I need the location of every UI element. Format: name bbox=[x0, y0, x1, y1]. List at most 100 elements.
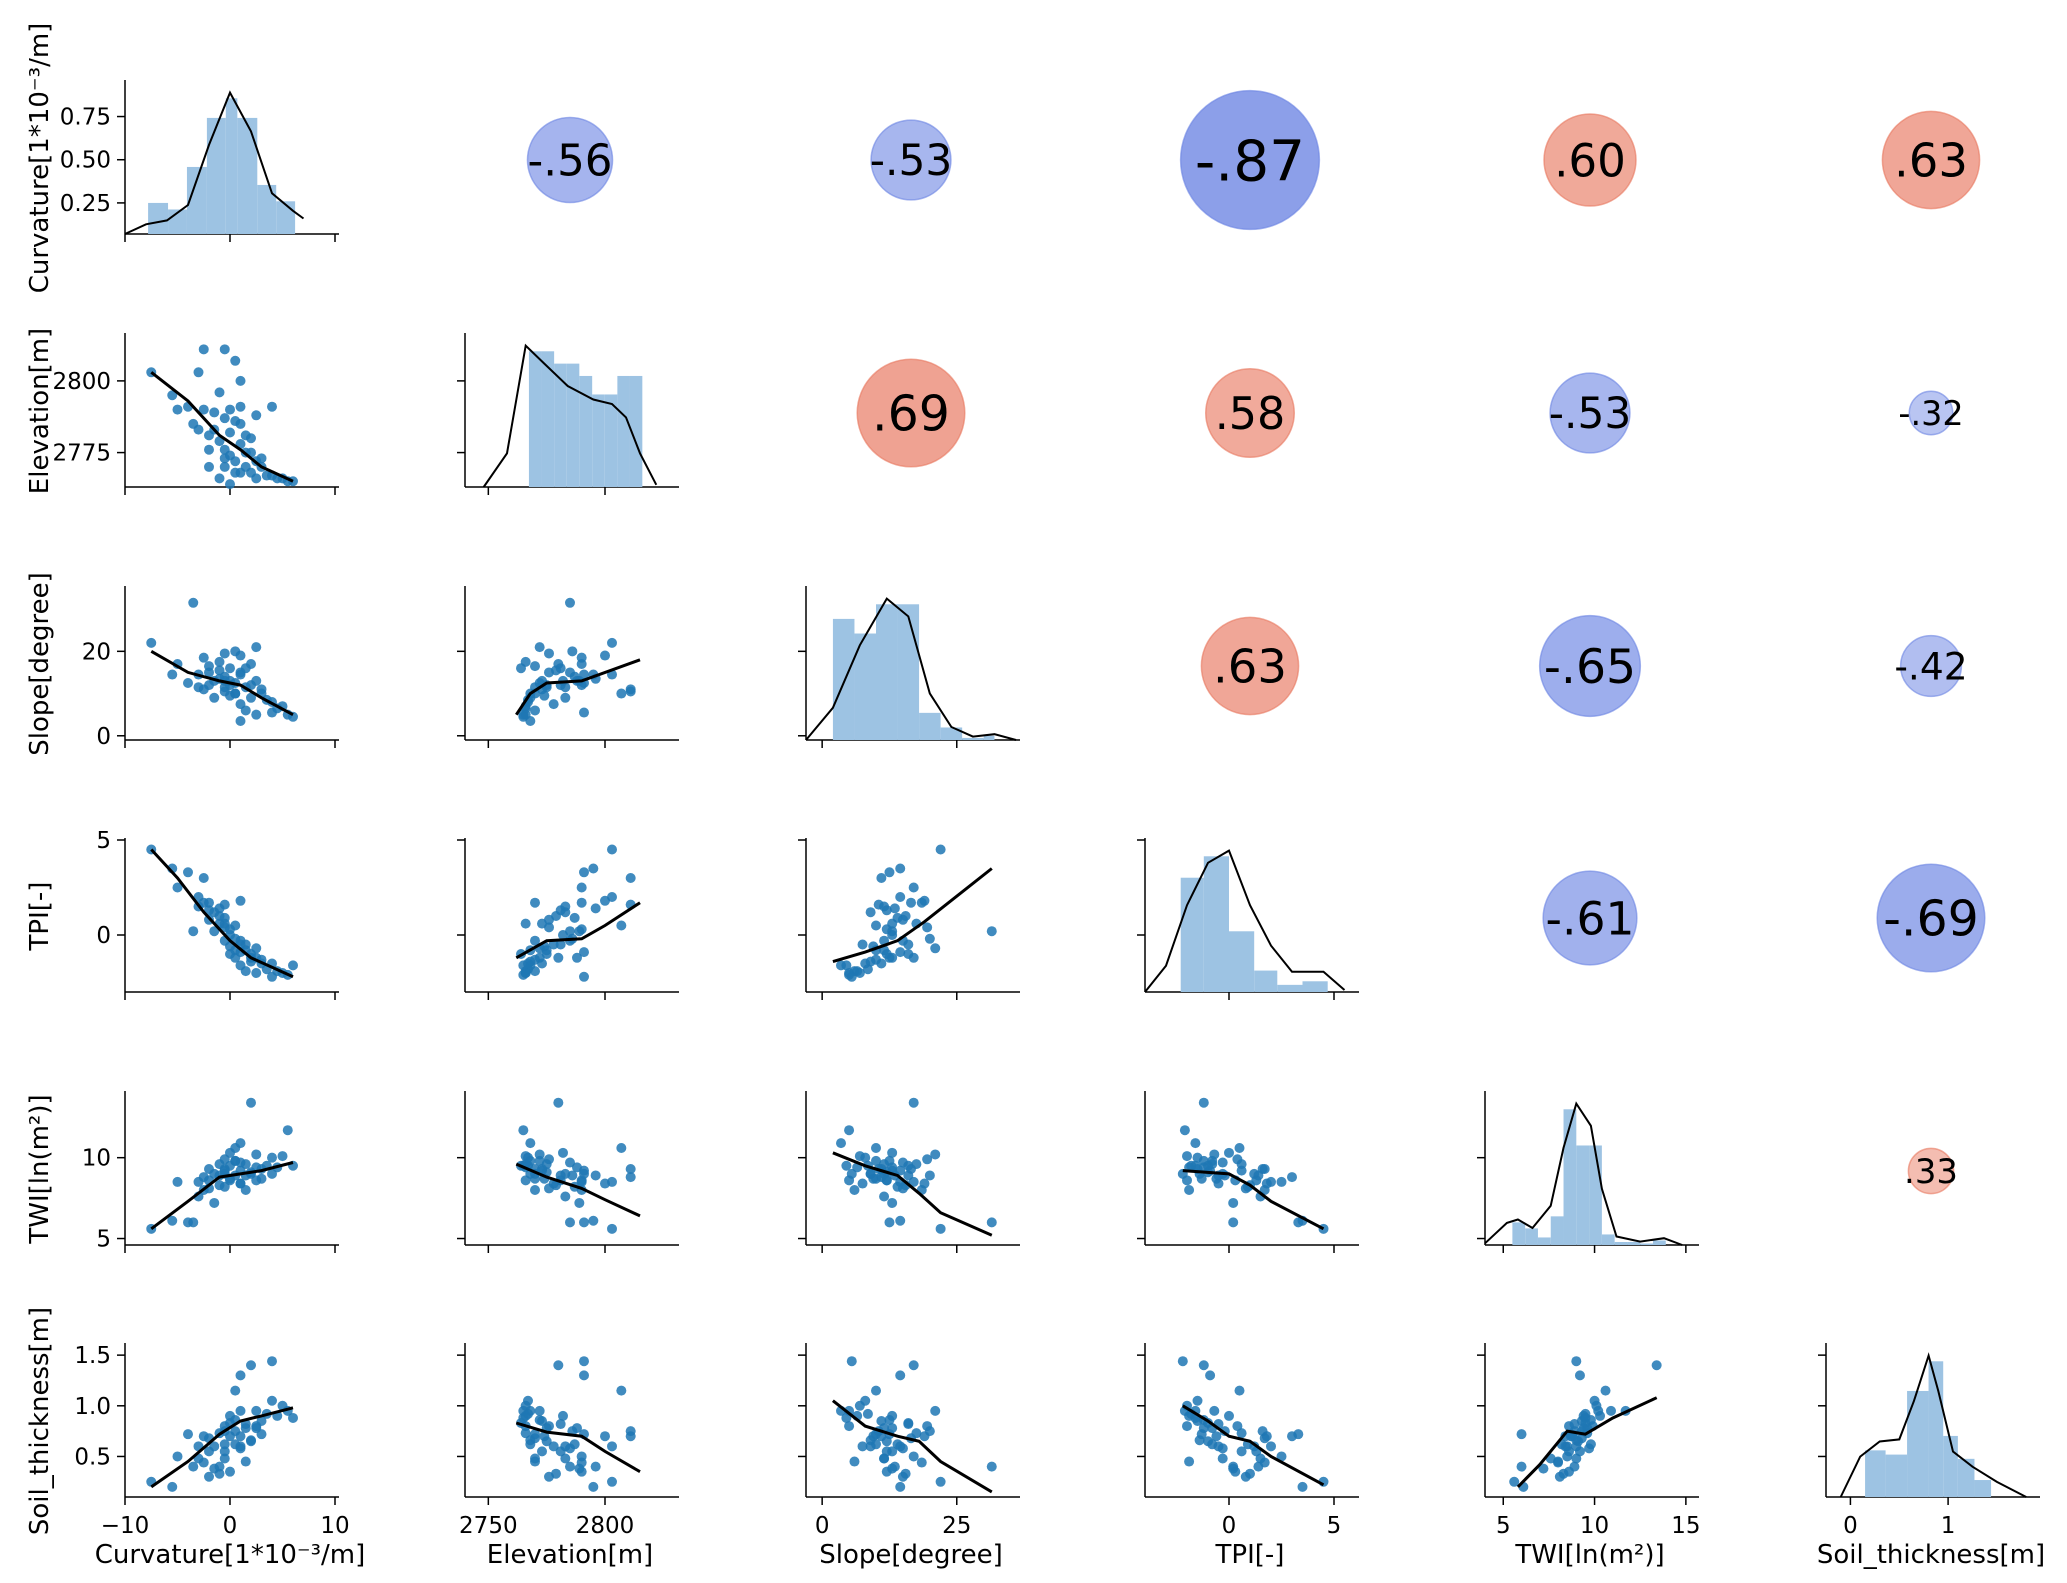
scatter-point bbox=[1236, 1165, 1247, 1176]
x-tick-label: 10 bbox=[1580, 1513, 1609, 1539]
scatter-point bbox=[1606, 1405, 1616, 1416]
y-axis-label-tpi: TPI[-] bbox=[25, 882, 55, 952]
scatter-point bbox=[214, 1468, 225, 1479]
x-tick-label: 2800 bbox=[576, 1513, 635, 1539]
scatter-point bbox=[188, 1217, 199, 1228]
scatter-point bbox=[908, 952, 919, 963]
scatter-point bbox=[607, 1441, 617, 1452]
scatter-point bbox=[590, 1170, 601, 1181]
scatter-point bbox=[849, 1456, 860, 1467]
y-tick-label: 0.75 bbox=[60, 105, 111, 131]
histogram-bar bbox=[1614, 1241, 1628, 1245]
correlation-label: -.65 bbox=[1544, 640, 1636, 695]
scatter-point bbox=[240, 1456, 251, 1467]
scatter-point bbox=[204, 667, 214, 678]
scatter-point bbox=[924, 1170, 935, 1181]
scatter-point bbox=[267, 1152, 277, 1163]
scatter-point bbox=[240, 705, 251, 716]
scatter-point bbox=[225, 1466, 235, 1477]
scatter-point bbox=[251, 410, 262, 421]
scatter-point bbox=[516, 663, 526, 674]
histogram-bar bbox=[1525, 1228, 1538, 1245]
histogram-bar bbox=[276, 201, 296, 234]
histogram-bar bbox=[554, 363, 567, 487]
panel-twi-vs-elev bbox=[457, 1091, 679, 1253]
x-axis-label-slope: Slope[degree] bbox=[819, 1540, 1003, 1570]
scatter-point bbox=[903, 1419, 914, 1430]
scatter-point bbox=[1182, 1151, 1192, 1162]
scatter-point bbox=[1293, 1217, 1304, 1228]
x-axis-label-tpi: TPI[-] bbox=[1215, 1540, 1285, 1570]
scatter-point bbox=[1196, 1173, 1207, 1184]
panel-twi-vs-slope bbox=[798, 1091, 1020, 1253]
scatter-point bbox=[167, 390, 178, 401]
scatter-point bbox=[240, 430, 251, 441]
histogram-bar bbox=[1512, 1222, 1526, 1245]
scatter-point bbox=[881, 1436, 892, 1447]
correlation-label: .58 bbox=[1215, 389, 1286, 440]
y-tick-label: 0.25 bbox=[60, 191, 111, 217]
correlation-circle bbox=[856, 358, 966, 468]
scatter-point bbox=[1574, 1370, 1585, 1381]
correlation-elev-twi: -.53 bbox=[1549, 372, 1631, 454]
scatter-point bbox=[1564, 1466, 1574, 1477]
correlation-slope-soil: -.42 bbox=[1894, 634, 1968, 698]
histogram-bar bbox=[854, 633, 876, 740]
scatter-point bbox=[1228, 1217, 1239, 1228]
x-axis-label-soil: Soil_thickness[m] bbox=[1817, 1540, 2045, 1570]
scatter-point bbox=[267, 401, 277, 412]
histogram-bar bbox=[983, 735, 995, 740]
scatter-point bbox=[235, 1370, 246, 1381]
correlation-circle bbox=[1200, 616, 1300, 716]
scatter-point bbox=[534, 1149, 545, 1160]
scatter-point bbox=[1198, 1360, 1209, 1371]
x-axis-label-elev: Elevation[m] bbox=[487, 1540, 653, 1570]
scatter-point bbox=[607, 637, 617, 648]
scatter-point bbox=[193, 367, 204, 378]
scatter-point bbox=[235, 895, 246, 906]
scatter-point bbox=[879, 1191, 890, 1202]
scatter-point bbox=[553, 952, 564, 963]
scatter-point bbox=[240, 939, 251, 950]
scatter-point bbox=[590, 903, 601, 914]
correlation-label: .69 bbox=[872, 386, 950, 443]
scatter-point bbox=[857, 1178, 868, 1189]
y-axis-label-curv: Curvature[1*10⁻³/m] bbox=[25, 23, 55, 294]
scatter-point bbox=[579, 1370, 589, 1381]
scatter-point bbox=[188, 597, 199, 608]
scatter-point bbox=[871, 1173, 881, 1184]
scatter-point bbox=[530, 954, 540, 965]
scatter-point bbox=[616, 920, 627, 931]
scatter-point bbox=[572, 1423, 582, 1434]
scatter-point bbox=[219, 461, 230, 472]
scatter-point bbox=[1287, 1431, 1297, 1442]
scatter-point bbox=[565, 1157, 575, 1168]
kde-curve bbox=[1144, 849, 1346, 993]
smooth-line bbox=[150, 1161, 294, 1231]
scatter-point bbox=[576, 882, 587, 893]
histogram-bar bbox=[225, 98, 238, 235]
scatter-point bbox=[537, 918, 547, 929]
scatter-point bbox=[172, 882, 183, 893]
scatter-point bbox=[1179, 1125, 1190, 1136]
scatter-point bbox=[930, 1149, 941, 1160]
scatter-point bbox=[1211, 1431, 1222, 1442]
scatter-point bbox=[172, 1176, 183, 1187]
histogram-bar bbox=[1974, 1480, 1992, 1497]
smooth-line bbox=[832, 1151, 993, 1237]
histogram-bar bbox=[1576, 1145, 1590, 1245]
scatter-point bbox=[198, 873, 209, 883]
histogram-bar bbox=[919, 712, 941, 740]
scatter-point bbox=[862, 1408, 873, 1419]
scatter-point bbox=[518, 1412, 529, 1423]
x-tick-label: 0 bbox=[1843, 1513, 1858, 1539]
scatter-point bbox=[908, 1451, 919, 1462]
scatter-point bbox=[1276, 1451, 1287, 1462]
scatter-point bbox=[854, 968, 865, 978]
kde-curve bbox=[1484, 1101, 1683, 1246]
scatter-point bbox=[219, 1439, 230, 1450]
scatter-point bbox=[600, 1178, 610, 1189]
scatter-point bbox=[555, 939, 566, 950]
